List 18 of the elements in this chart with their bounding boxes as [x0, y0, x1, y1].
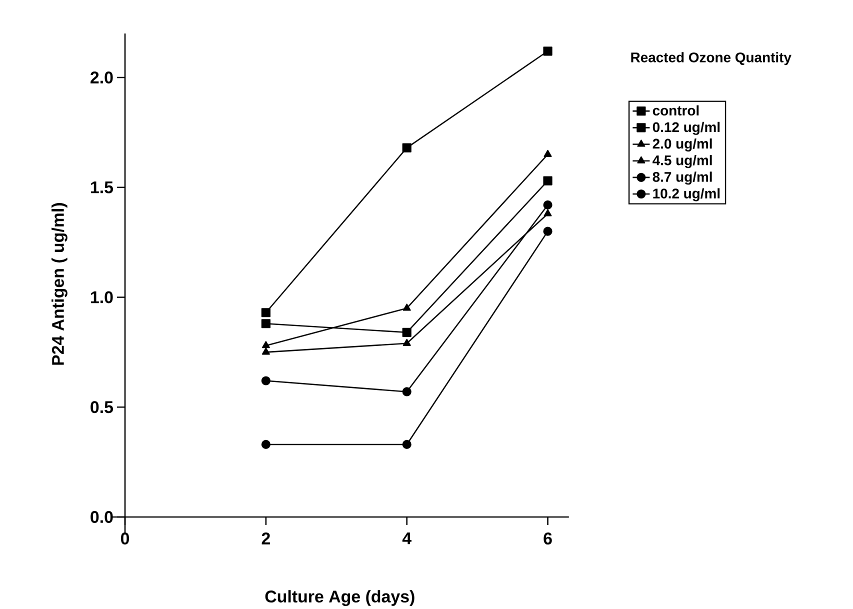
legend-label: 8.7 ug/ml [652, 172, 712, 185]
x-tick-label: 6 [544, 532, 552, 545]
y-tick-label: 1.5 [91, 181, 114, 194]
x-axis-title: Culture Age (days) [265, 590, 414, 606]
legend-label: 2.0 ug/ml [652, 138, 712, 152]
y-tick-label: 0.5 [90, 401, 114, 414]
y-tick-label: 1.0 [91, 291, 113, 304]
x-tick-label: 4 [402, 532, 412, 544]
y-axis-title: P24 Antigen ( ug/ml) [52, 203, 68, 365]
legend-label: control [652, 105, 699, 116]
legend-title: Reacted Ozone Quantity [631, 52, 792, 66]
y-tick-label: 0.0 [90, 510, 113, 523]
y-tick-label: 2.0 [90, 72, 113, 84]
legend-label: 10.2 ug/ml [653, 188, 720, 202]
x-tick-label: 2 [262, 532, 270, 544]
legend-label: 4.5 ug/ml [652, 155, 712, 168]
x-tick-label: 0 [120, 532, 130, 545]
legend-label: 0.12 ug/ml [652, 122, 720, 135]
